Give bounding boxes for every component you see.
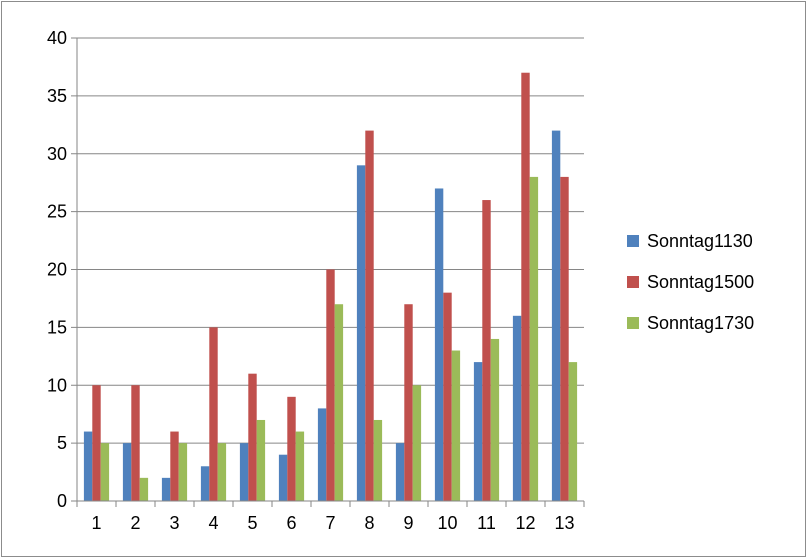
- bar-Sonntag1500-13: [560, 176, 569, 501]
- bar-Sonntag1500-4: [209, 327, 218, 501]
- bar-Sonntag1130-10: [434, 188, 444, 501]
- x-tick-label: 1: [91, 513, 101, 533]
- legend-label: Sonntag1130: [647, 231, 753, 251]
- bar-Sonntag1500-1: [92, 385, 101, 501]
- bar-Sonntag1730-2: [139, 477, 149, 501]
- x-tick-label: 10: [437, 513, 457, 533]
- x-axis-tick-labels: 1 2 3 4 5 6 7 8 9 10 11 12 13: [91, 513, 574, 533]
- x-tick-label: 3: [169, 513, 179, 533]
- bar-Sonntag1130-3: [161, 477, 171, 501]
- y-tick-label: 40: [47, 28, 67, 48]
- legend-label: Sonntag1500: [647, 272, 754, 292]
- x-tick-label: 8: [364, 513, 374, 533]
- bar-Sonntag1730-8: [373, 419, 383, 501]
- x-tick-label: 11: [477, 513, 496, 533]
- x-tick-label: 4: [208, 513, 218, 533]
- bar-Sonntag1730-5: [256, 419, 266, 501]
- bar-Sonntag1500-10: [443, 292, 452, 501]
- bar-Sonntag1500-9: [404, 304, 413, 501]
- bar-Sonntag1730-9: [412, 385, 422, 501]
- bar-Sonntag1730-11: [490, 338, 500, 501]
- legend-label: Sonntag1730: [647, 313, 754, 333]
- bar-Sonntag1730-1: [100, 443, 110, 501]
- bar-Sonntag1130-1: [83, 431, 93, 501]
- gridlines: [77, 37, 584, 444]
- bar-Sonntag1130-9: [395, 443, 405, 501]
- bar-Sonntag1730-12: [529, 176, 539, 501]
- bar-Sonntag1500-5: [248, 373, 257, 501]
- legend-swatch: [627, 276, 639, 288]
- y-tick-label: 35: [47, 86, 67, 106]
- bar-Sonntag1130-4: [200, 466, 210, 501]
- y-axis-tick-labels: 0 5 10 15 20 25 30 35 40: [47, 28, 67, 511]
- bar-Sonntag1730-13: [568, 362, 578, 501]
- x-tick-label: 5: [247, 513, 257, 533]
- bar-Sonntag1130-13: [551, 130, 561, 501]
- x-tick-label: 9: [403, 513, 413, 533]
- bar-Sonntag1130-2: [122, 443, 132, 501]
- bar-Sonntag1730-7: [334, 304, 344, 501]
- y-tick-label: 0: [57, 491, 67, 511]
- y-tick-label: 30: [47, 144, 67, 164]
- bar-Sonntag1130-8: [356, 165, 366, 501]
- x-tick-label: 13: [554, 513, 574, 533]
- bar-Sonntag1500-12: [521, 72, 530, 501]
- legend-swatch: [627, 317, 639, 329]
- y-tick-label: 25: [47, 202, 67, 222]
- x-tick-label: 2: [130, 513, 140, 533]
- bar-Sonntag1130-5: [239, 443, 249, 501]
- bar-Sonntag1130-7: [317, 408, 327, 501]
- y-tick-label: 20: [47, 260, 67, 280]
- bar-Sonntag1500-3: [170, 431, 179, 501]
- bar-Sonntag1500-8: [365, 130, 374, 501]
- bars: [83, 72, 578, 502]
- bar-Sonntag1130-12: [512, 315, 522, 501]
- legend: Sonntag1130 Sonntag1500 Sonntag1730: [627, 231, 754, 333]
- y-tick-label: 15: [47, 317, 67, 337]
- axes: [71, 37, 585, 507]
- bar-Sonntag1130-11: [473, 362, 483, 501]
- x-tick-label: 7: [325, 513, 335, 533]
- bar-Sonntag1500-7: [326, 269, 335, 501]
- legend-swatch: [627, 235, 639, 247]
- bar-Sonntag1730-10: [451, 350, 461, 501]
- bar-Sonntag1730-6: [295, 431, 305, 501]
- bar-Sonntag1500-2: [131, 385, 140, 501]
- y-tick-label: 5: [57, 433, 67, 453]
- bar-Sonntag1130-6: [278, 454, 288, 501]
- bar-Sonntag1500-11: [482, 200, 491, 502]
- bar-Sonntag1730-4: [217, 443, 227, 501]
- x-tick-label: 6: [286, 513, 296, 533]
- bar-Sonntag1500-6: [287, 396, 296, 501]
- bar-Sonntag1730-3: [178, 443, 188, 501]
- y-tick-label: 10: [47, 375, 67, 395]
- x-tick-label: 12: [515, 513, 535, 533]
